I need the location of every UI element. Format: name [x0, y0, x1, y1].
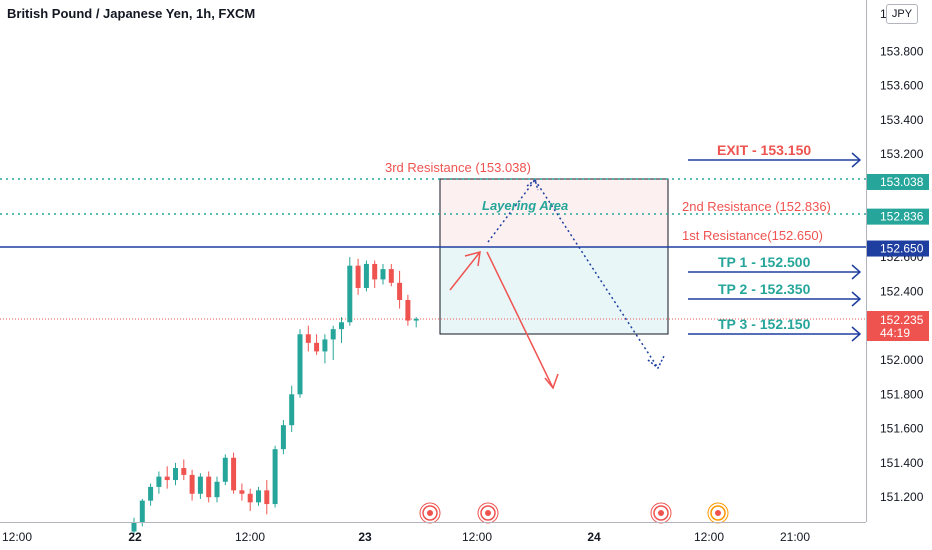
first-resistance-label: 1st Resistance(152.650)	[682, 228, 823, 243]
level-price-tag: 152.836	[867, 208, 929, 225]
last-price-tag: 152.235 44:19	[867, 311, 929, 341]
candle[interactable]	[189, 469, 195, 501]
red-arrow-down[interactable]	[486, 251, 559, 390]
candle[interactable]	[272, 445, 278, 508]
candle[interactable]	[347, 257, 353, 326]
third-resistance-label: 3rd Resistance (153.038)	[385, 160, 531, 175]
candle[interactable]	[173, 462, 178, 486]
candle[interactable]	[156, 471, 162, 494]
event-marker-icon[interactable]	[419, 502, 441, 524]
candle[interactable]	[297, 329, 303, 398]
level-price-tag: 153.038	[867, 173, 929, 190]
price-tick-label: 153.800	[880, 44, 924, 58]
candle[interactable]	[148, 483, 154, 506]
candle[interactable]	[289, 385, 295, 433]
candle[interactable]	[131, 517, 137, 535]
price-tick-label: 153.600	[880, 79, 924, 93]
tp1-label: TP 1 - 152.500	[718, 254, 811, 270]
layering-zone-pink	[439, 178, 669, 248]
price-tick-label: 152.000	[880, 353, 924, 367]
candle[interactable]	[181, 459, 187, 481]
candle[interactable]	[322, 334, 328, 364]
level-price-tag-label: 152.650	[880, 242, 924, 256]
second-resistance-label: 2nd Resistance (152.836)	[682, 199, 831, 214]
candle[interactable]	[305, 325, 311, 352]
tp2-label: TP 2 - 152.350	[718, 281, 811, 297]
candle[interactable]	[214, 476, 220, 503]
time-tick-label: 23	[358, 530, 372, 544]
candle[interactable]	[355, 258, 361, 295]
level-price-tag-label: 153.038	[880, 175, 924, 189]
candle[interactable]	[339, 317, 344, 343]
candle[interactable]	[264, 480, 270, 515]
candle[interactable]	[330, 325, 336, 360]
exit-arrow[interactable]	[688, 152, 862, 168]
candle[interactable]	[206, 471, 212, 503]
event-marker-icon[interactable]	[650, 502, 672, 524]
tp1-arrow[interactable]	[688, 264, 862, 280]
candle[interactable]	[231, 452, 237, 494]
time-tick-label: 12:00	[462, 530, 492, 544]
candle[interactable]	[197, 473, 203, 499]
price-tick-label: 151.400	[880, 456, 924, 470]
candle[interactable]	[139, 498, 145, 527]
price-tick-label: 152.400	[880, 284, 924, 298]
currency-selector[interactable]: JPY	[886, 4, 918, 24]
candle[interactable]	[239, 483, 245, 501]
candle[interactable]	[247, 488, 253, 511]
candle[interactable]	[164, 466, 170, 489]
candle[interactable]	[388, 263, 394, 287]
tp2-arrow[interactable]	[688, 291, 862, 307]
candle[interactable]	[256, 486, 261, 506]
candle[interactable]	[222, 454, 228, 486]
candle[interactable]	[280, 420, 286, 455]
tp3-label: TP 3 - 152.150	[718, 316, 811, 332]
time-tick-label: 12:00	[2, 530, 32, 544]
candle[interactable]	[380, 263, 386, 285]
time-axis[interactable]: 12:00 22 12:00 23 12:00 24 12:00 21:00	[0, 522, 866, 545]
candle[interactable]	[314, 334, 320, 355]
event-marker-icon[interactable]	[707, 502, 729, 524]
layering-area-label: Layering Area	[482, 198, 568, 213]
time-tick-label: 22	[128, 530, 142, 544]
price-tick-label: 153.200	[880, 147, 924, 161]
candle[interactable]	[372, 260, 378, 288]
blue-dotted-path[interactable]	[487, 178, 665, 370]
last-price-countdown: 44:19	[880, 326, 910, 340]
time-tick-label: 12:00	[235, 530, 265, 544]
tp3-arrow[interactable]	[688, 326, 862, 342]
candle[interactable]	[405, 294, 411, 326]
level-price-tag: 152.650	[867, 240, 929, 257]
candles-group	[131, 257, 419, 535]
time-tick-label: 12:00	[694, 530, 724, 544]
time-tick-label: 24	[587, 530, 601, 544]
price-tick-label: 151.800	[880, 387, 924, 401]
event-marker-icon[interactable]	[477, 502, 499, 524]
candle[interactable]	[413, 317, 419, 328]
event-markers	[419, 502, 729, 524]
candle[interactable]	[397, 270, 403, 309]
time-tick-label: 21:00	[780, 530, 810, 544]
level-price-tag-label: 152.836	[880, 210, 924, 224]
price-tick-label: 153.400	[880, 113, 924, 127]
price-tick-label: 151.600	[880, 422, 924, 436]
exit-label: EXIT - 153.150	[717, 142, 811, 158]
chart-title: British Pound / Japanese Yen, 1h, FXCM	[7, 6, 256, 21]
price-tick-label: 151.200	[880, 490, 924, 504]
price-axis[interactable]: 15 0 153.800153.600153.400153.200152.600…	[866, 0, 932, 550]
candle[interactable]	[363, 260, 369, 292]
last-price-value: 152.235	[880, 313, 924, 327]
red-arrow-up[interactable]	[449, 250, 481, 291]
